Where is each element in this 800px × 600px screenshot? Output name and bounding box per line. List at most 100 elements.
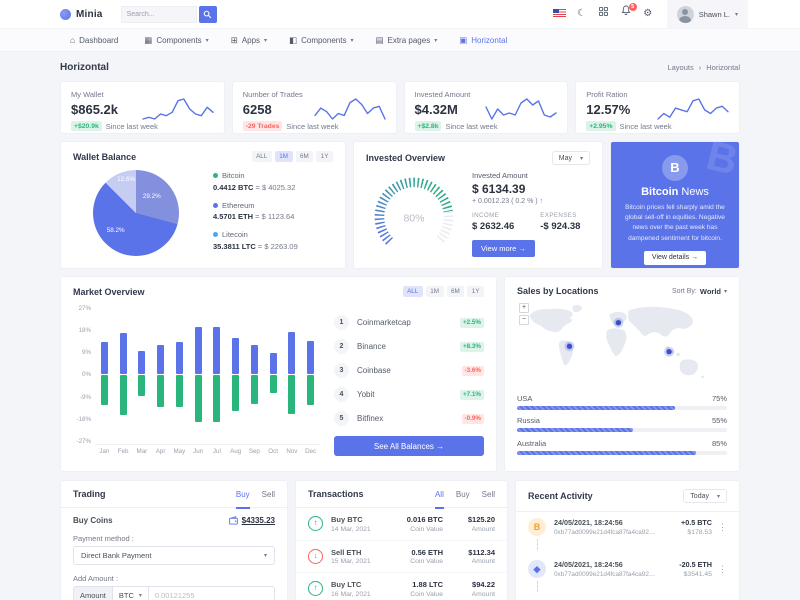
see-all-balances-button[interactable]: See All Balances → (334, 436, 484, 456)
tab[interactable]: All (434, 489, 444, 509)
transaction-date: 16 Mar, 2021 (331, 590, 371, 598)
stat-sparkline (142, 98, 214, 120)
user-menu[interactable]: Shawn L. ▾ (666, 0, 748, 28)
main-content: Horizontal Layouts › Horizontal My Walle… (0, 52, 800, 600)
activity-value: $3541.45 (683, 571, 712, 578)
location-progress-fill (517, 450, 696, 455)
activity-amount: +0.5 BTC (681, 518, 712, 527)
transaction-name: Buy BTC (331, 515, 363, 524)
transaction-name: Buy LTC (331, 580, 362, 589)
tab[interactable]: Buy (235, 489, 250, 509)
tab[interactable]: Sell (261, 489, 275, 499)
sort-by-value: World (699, 286, 721, 296)
breadcrumb-item[interactable]: Layouts (667, 63, 694, 72)
wallet-balance-link[interactable]: $4335.23 (228, 516, 275, 525)
transaction-direction-icon: ↑ (308, 516, 323, 532)
range-button[interactable]: 1M (425, 286, 444, 297)
nav-item[interactable]: ◧ Components ▾ (289, 35, 353, 46)
coin-value: = $ 4025.32 (255, 182, 296, 192)
currency-select[interactable]: BTC ▾ (112, 586, 149, 600)
nav-item[interactable]: ⊞ Apps ▾ (231, 35, 267, 46)
transaction-amount: $125.20 (467, 515, 495, 524)
nav-item-icon: ⌂ (70, 35, 76, 45)
search-input[interactable] (120, 5, 197, 23)
chevron-down-icon: ▾ (723, 288, 727, 295)
nav-item[interactable]: ▦ Components ▾ (144, 35, 208, 46)
kebab-menu-icon[interactable]: ⋮ (718, 522, 727, 532)
location-percent: 85% (711, 438, 727, 448)
exchange-name: Yobit (357, 390, 375, 399)
transaction-coin-label: Coin Value (410, 558, 443, 565)
news-title-bold: Bitcoin (641, 186, 679, 198)
invested-gauge-chart: 80% (374, 177, 454, 245)
arrow-up-icon: ↑ (539, 198, 544, 205)
map-zoom-in-button[interactable]: + (519, 303, 529, 313)
search-button[interactable] (198, 5, 217, 23)
stat-label: Profit Ration (586, 90, 628, 99)
chevron-down-icon: ▾ (205, 37, 209, 44)
activity-row[interactable]: B 24/05/2021, 18:24:56 0xb77ad0099e21d4f… (516, 596, 739, 600)
tab[interactable]: Buy (455, 489, 470, 499)
legend-dot-icon (213, 232, 218, 237)
currency-value: BTC (118, 591, 134, 600)
activity-row[interactable]: ◆ 24/05/2021, 18:24:56 0xb77ad0099e21d4f… (516, 554, 739, 596)
user-avatar (676, 5, 694, 23)
grid-icon (599, 7, 609, 16)
location-progress-track (517, 450, 727, 455)
exchange-rank-panel: 1 Coinmarketcap +2.5% 2 Binance +8.3% 3 … (334, 315, 484, 456)
chevron-down-icon: ▾ (264, 37, 268, 44)
location-progress-list: USA 75% Russia 55% Australia 85% (517, 394, 727, 455)
view-more-button[interactable]: View more → (472, 240, 535, 257)
bar-column (151, 305, 170, 444)
transaction-row[interactable]: ↑ Buy BTC 14 Mar, 2021 0.016 BTC Coin Va… (296, 508, 507, 541)
brand[interactable]: Minia (60, 8, 103, 20)
view-details-button[interactable]: View details → (643, 250, 707, 265)
bitcoin-news-card: B B Bitcoin News Bitcoin prices fell sha… (610, 141, 740, 269)
activity-row[interactable]: B 24/05/2021, 18:24:56 0xb77ad0099e21d4f… (516, 512, 739, 554)
activity-time: 24/05/2021, 18:24:56 (554, 560, 623, 569)
range-button[interactable]: ALL (251, 151, 272, 162)
transaction-row[interactable]: ↓ Sell ETH 15 Mar, 2021 0.56 ETH Coin Va… (296, 541, 507, 573)
exchange-name: Coinmarketcap (357, 318, 411, 327)
wallet-legend: Bitcoin 0.4412 BTC = $ 4025.32 Ethereum … (213, 171, 298, 260)
amount-input[interactable] (148, 586, 275, 600)
range-button[interactable]: 1Y (316, 151, 333, 162)
nav-item[interactable]: ▤ Extra pages ▾ (375, 35, 437, 46)
stat-value: $865.2k (71, 102, 118, 117)
apps-grid-icon[interactable] (593, 0, 615, 28)
bell-icon (621, 5, 631, 16)
period-select[interactable]: Today ▾ (683, 489, 727, 503)
transaction-row[interactable]: ↑ Buy LTC 16 Mar, 2021 1.88 LTC Coin Val… (296, 573, 507, 600)
nav-item-label: Extra pages (387, 35, 431, 45)
month-select[interactable]: May ▾ (551, 151, 590, 165)
payment-method-select[interactable]: Direct Bank Payment ▾ (73, 546, 275, 565)
kebab-menu-icon[interactable]: ⋮ (718, 564, 727, 574)
sort-by-select[interactable]: Sort By: World ▾ (672, 287, 727, 296)
notifications-bell-icon[interactable]: 5 (615, 0, 637, 28)
stat-card: My Wallet $865.2k +$20.9k Since last wee… (60, 81, 225, 134)
range-button[interactable]: 1Y (467, 286, 484, 297)
dark-mode-icon[interactable]: ☾ (577, 8, 587, 19)
language-flag-icon[interactable] (549, 0, 571, 28)
settings-gear-icon[interactable]: ⚙ (643, 8, 653, 19)
coin-icon: ◆ (528, 560, 546, 578)
brand-logo-icon (60, 8, 71, 20)
tab[interactable]: Sell (481, 489, 495, 499)
market-bar-chart: 27% 18% 9% 0% -9% -18% -27% Jan Feb Mar Apr May Jun… (73, 305, 320, 456)
range-button[interactable]: 6M (295, 151, 314, 162)
location-row: Australia 85% (517, 439, 727, 455)
main-nav: ⌂ Dashboard ▦ Components ▾ ⊞ Apps ▾ ◧ Co… (0, 28, 800, 52)
map-zoom-out-button[interactable]: − (519, 315, 529, 325)
buy-coins-label: Buy Coins (73, 516, 113, 525)
nav-item[interactable]: ⌂ Dashboard (70, 35, 122, 45)
range-button[interactable]: 6M (446, 286, 465, 297)
legend-dot-icon (213, 173, 218, 178)
range-button[interactable]: ALL (402, 286, 423, 297)
exchange-change-badge: +2.5% (459, 317, 484, 328)
location-row: USA 75% (517, 394, 727, 410)
nav-item[interactable]: ▣ Horizontal (459, 35, 511, 46)
range-button[interactable]: 1M (274, 151, 293, 162)
stat-caption: Since last week (619, 121, 672, 131)
coin-value: = $ 1123.64 (255, 212, 295, 221)
timeline-connector (536, 581, 538, 592)
